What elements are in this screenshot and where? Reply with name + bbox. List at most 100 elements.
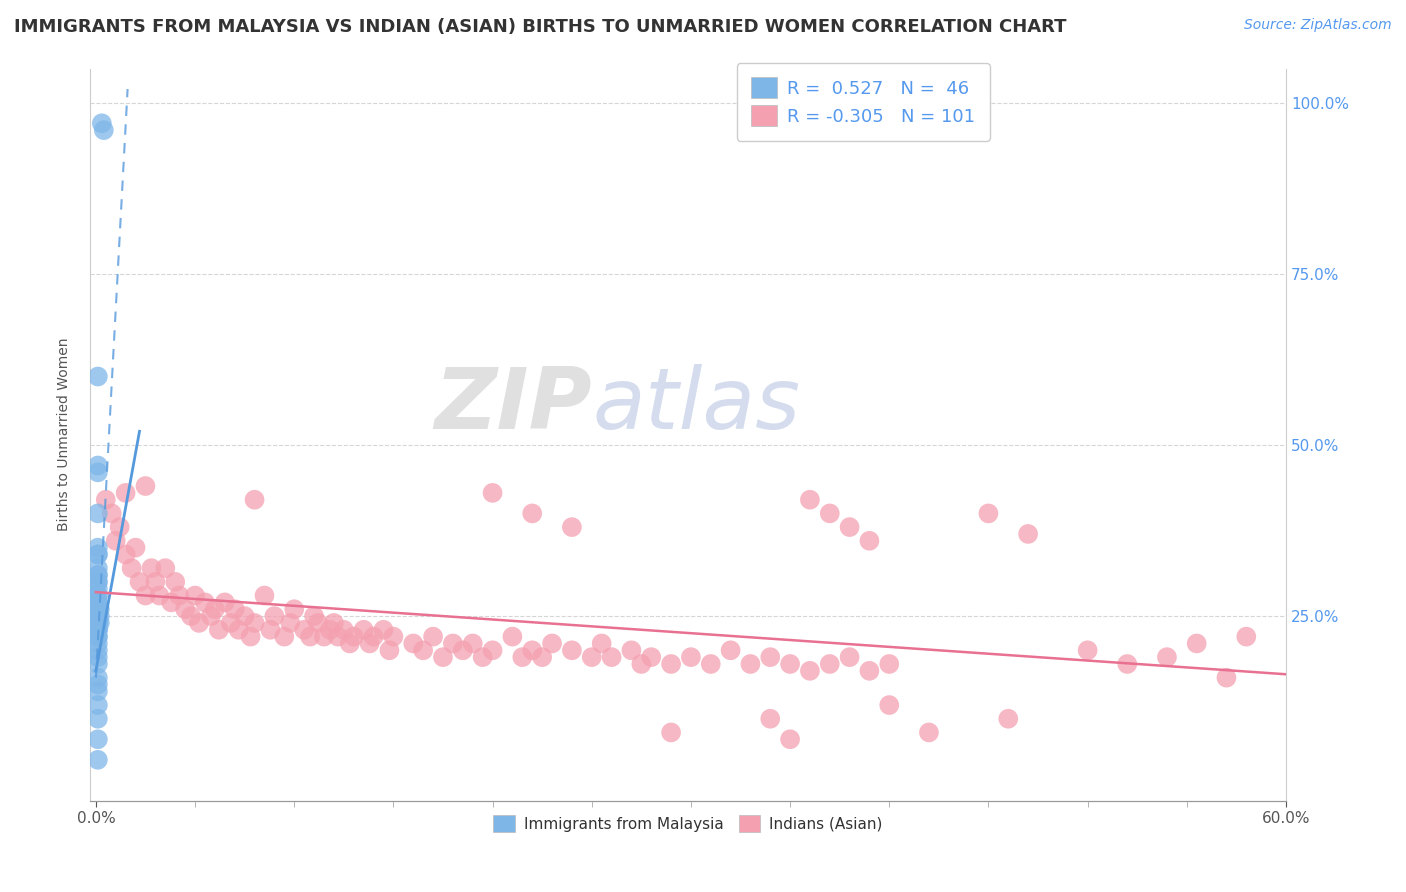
- Point: [87, 615, 110, 630]
- Point: [87, 568, 110, 582]
- Point: [243, 492, 266, 507]
- Point: [141, 561, 163, 575]
- Point: [1185, 636, 1208, 650]
- Text: ZIP: ZIP: [434, 364, 592, 447]
- Point: [591, 636, 613, 650]
- Point: [87, 602, 110, 616]
- Point: [600, 650, 623, 665]
- Point: [858, 533, 880, 548]
- Point: [87, 595, 110, 609]
- Text: atlas: atlas: [592, 364, 800, 447]
- Point: [87, 568, 110, 582]
- Point: [89, 609, 111, 624]
- Point: [759, 650, 782, 665]
- Point: [378, 643, 401, 657]
- Point: [402, 636, 425, 650]
- Point: [359, 636, 381, 650]
- Point: [779, 657, 801, 671]
- Point: [87, 677, 110, 691]
- Point: [510, 650, 533, 665]
- Point: [1116, 657, 1139, 671]
- Point: [87, 623, 110, 637]
- Y-axis label: Births to Unmarried Women: Births to Unmarried Women: [58, 338, 72, 532]
- Point: [128, 574, 150, 589]
- Point: [214, 595, 236, 609]
- Point: [87, 602, 110, 616]
- Point: [87, 507, 110, 521]
- Point: [461, 636, 484, 650]
- Point: [87, 609, 110, 624]
- Point: [148, 589, 170, 603]
- Point: [87, 650, 110, 665]
- Point: [165, 574, 187, 589]
- Point: [977, 507, 1000, 521]
- Point: [343, 630, 366, 644]
- Point: [818, 657, 841, 671]
- Point: [194, 595, 217, 609]
- Point: [541, 636, 564, 650]
- Point: [87, 630, 110, 644]
- Point: [422, 630, 444, 644]
- Point: [87, 615, 110, 630]
- Point: [100, 507, 122, 521]
- Point: [1234, 630, 1257, 644]
- Point: [104, 533, 127, 548]
- Point: [630, 657, 652, 671]
- Point: [451, 643, 474, 657]
- Point: [432, 650, 454, 665]
- Point: [87, 698, 110, 712]
- Point: [188, 615, 211, 630]
- Point: [412, 643, 434, 657]
- Point: [1017, 527, 1039, 541]
- Point: [299, 630, 322, 644]
- Point: [87, 574, 110, 589]
- Point: [155, 561, 177, 575]
- Point: [89, 602, 111, 616]
- Point: [720, 643, 742, 657]
- Point: [87, 657, 110, 671]
- Point: [292, 623, 315, 637]
- Point: [339, 636, 361, 650]
- Point: [87, 466, 110, 480]
- Point: [114, 486, 136, 500]
- Point: [877, 657, 900, 671]
- Legend: Immigrants from Malaysia, Indians (Asian): Immigrants from Malaysia, Indians (Asian…: [481, 803, 896, 845]
- Point: [471, 650, 494, 665]
- Point: [87, 541, 110, 555]
- Point: [322, 615, 344, 630]
- Point: [145, 574, 167, 589]
- Point: [333, 623, 356, 637]
- Point: [918, 725, 941, 739]
- Point: [87, 609, 110, 624]
- Point: [87, 561, 110, 575]
- Point: [1077, 643, 1099, 657]
- Point: [87, 615, 110, 630]
- Point: [87, 548, 110, 562]
- Point: [239, 630, 262, 644]
- Point: [87, 548, 110, 562]
- Point: [481, 486, 503, 500]
- Point: [561, 643, 583, 657]
- Point: [659, 657, 682, 671]
- Point: [87, 574, 110, 589]
- Point: [363, 630, 385, 644]
- Point: [200, 609, 222, 624]
- Text: Source: ZipAtlas.com: Source: ZipAtlas.com: [1244, 18, 1392, 32]
- Point: [87, 643, 110, 657]
- Point: [121, 561, 143, 575]
- Point: [87, 589, 110, 603]
- Point: [283, 602, 305, 616]
- Point: [253, 589, 276, 603]
- Point: [659, 725, 682, 739]
- Point: [581, 650, 603, 665]
- Point: [302, 609, 325, 624]
- Point: [184, 589, 207, 603]
- Point: [93, 123, 115, 137]
- Point: [326, 630, 349, 644]
- Point: [87, 753, 110, 767]
- Point: [243, 615, 266, 630]
- Point: [228, 623, 250, 637]
- Point: [779, 732, 801, 747]
- Point: [740, 657, 762, 671]
- Point: [273, 630, 295, 644]
